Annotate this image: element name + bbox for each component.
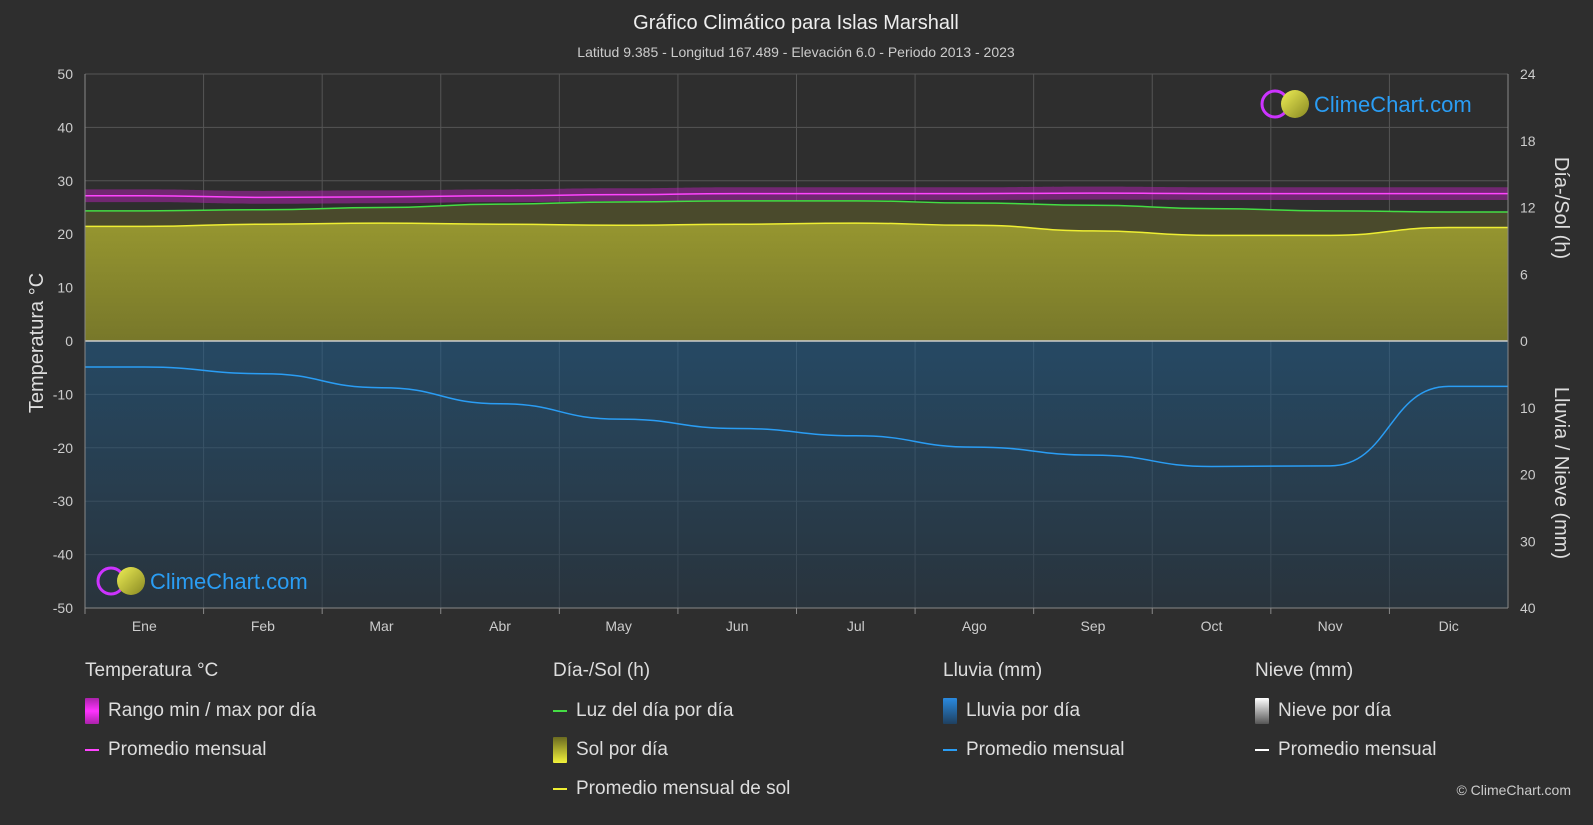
rain-area bbox=[85, 341, 1508, 608]
legend-label: Promedio mensual bbox=[1278, 739, 1437, 760]
y-left-tick-label: 40 bbox=[57, 119, 73, 135]
y-right-top-tick-label: 24 bbox=[1520, 66, 1536, 82]
legend-label: Sol por día bbox=[576, 739, 668, 760]
x-tick-label: Ene bbox=[132, 618, 157, 634]
legend-snow: Nieve (mm) Nieve por día Promedio mensua… bbox=[1255, 660, 1436, 776]
climate-chart: Gráfico Climático para Islas Marshall La… bbox=[26, 12, 1572, 634]
sun-avg-swatch bbox=[553, 788, 567, 790]
legend-item-temp-avg: Promedio mensual bbox=[85, 737, 316, 763]
x-tick-label: Mar bbox=[369, 618, 393, 634]
y-left-tick-label: -40 bbox=[53, 547, 73, 563]
legend-label: Promedio mensual bbox=[966, 739, 1125, 760]
rain-avg-swatch bbox=[943, 749, 957, 751]
daylight-line bbox=[85, 200, 1508, 213]
rain-avg-line bbox=[85, 366, 1508, 468]
legend-label: Promedio mensual bbox=[108, 739, 267, 760]
x-tick-label: Abr bbox=[489, 618, 511, 634]
x-tick-label: Jul bbox=[847, 618, 865, 634]
legend-header-rain: Lluvia (mm) bbox=[943, 660, 1043, 681]
legend-item-temp-range: Rango min / max por día bbox=[85, 698, 316, 724]
y-right-top-tick-label: 0 bbox=[1520, 333, 1528, 349]
copyright: © ClimeChart.com bbox=[1456, 782, 1571, 798]
legend-rain: Lluvia (mm) Lluvia por día Promedio mens… bbox=[943, 660, 1124, 776]
y-left-tick-label: 20 bbox=[57, 226, 73, 242]
rain-fill bbox=[85, 341, 1508, 608]
rain-swatch bbox=[943, 698, 957, 724]
legend-label: Rango min / max por día bbox=[108, 700, 317, 721]
x-tick-label: Ago bbox=[962, 618, 987, 634]
x-tick-label: Oct bbox=[1201, 618, 1223, 634]
series-lines bbox=[85, 192, 1508, 468]
logo-sun-icon bbox=[117, 567, 145, 595]
y-right-top-tick-label: 18 bbox=[1520, 133, 1536, 149]
sunshine-swatch bbox=[553, 737, 567, 763]
logo-text-bottom: ClimeChart.com bbox=[150, 569, 308, 594]
y-left-axis-label: Temperatura °C bbox=[26, 273, 48, 413]
legend-header-temperature: Temperatura °C bbox=[85, 660, 219, 681]
snow-avg-swatch bbox=[1255, 749, 1269, 751]
legend-label: Nieve por día bbox=[1278, 700, 1392, 721]
legend-header-sun: Día-/Sol (h) bbox=[553, 660, 651, 681]
x-tick-label: Nov bbox=[1318, 618, 1343, 634]
y-left-tick-label: -50 bbox=[53, 600, 73, 616]
y-right-bottom-tick-label: 20 bbox=[1520, 467, 1536, 483]
y-right-bottom-tick-label: 40 bbox=[1520, 600, 1536, 616]
x-tick-label: Sep bbox=[1080, 618, 1105, 634]
x-tick-label: Jun bbox=[726, 618, 749, 634]
sunshine-avg-line bbox=[85, 222, 1508, 237]
y-left-tick-label: 30 bbox=[57, 173, 73, 189]
chart-subtitle: Latitud 9.385 - Longitud 167.489 - Eleva… bbox=[577, 44, 1015, 60]
sunshine-fill bbox=[85, 223, 1508, 341]
x-tick-label: May bbox=[605, 618, 631, 634]
temp-range-band bbox=[85, 186, 1508, 204]
logo-sun-icon bbox=[1281, 90, 1309, 118]
legend-temperature: Temperatura °C Rango min / max por día P… bbox=[85, 660, 316, 776]
y-right-top-axis-label: Día-/Sol (h) bbox=[1550, 157, 1572, 259]
legend-label: Luz del día por día bbox=[576, 700, 734, 721]
legend-item-daylight: Luz del día por día bbox=[553, 698, 790, 724]
y-right-bottom-tick-label: 10 bbox=[1520, 400, 1536, 416]
legend-item-rain-day: Lluvia por día bbox=[943, 698, 1124, 724]
logo-bottom: ClimeChart.com bbox=[96, 566, 308, 596]
y-right-bottom-axis-label: Lluvia / Nieve (mm) bbox=[1550, 387, 1572, 559]
x-tick-label: Feb bbox=[251, 618, 275, 634]
chart-title: Gráfico Climático para Islas Marshall bbox=[633, 12, 959, 34]
legend-label: Promedio mensual de sol bbox=[576, 778, 791, 799]
sunshine-area bbox=[85, 186, 1508, 341]
logo-text-top: ClimeChart.com bbox=[1314, 92, 1472, 117]
y-left-tick-label: 50 bbox=[57, 66, 73, 82]
legend-sun: Día-/Sol (h) Luz del día por día Sol por… bbox=[553, 660, 790, 815]
legend-item-rain-avg: Promedio mensual bbox=[943, 737, 1124, 763]
y-right-top-tick-label: 6 bbox=[1520, 266, 1528, 282]
legend-item-snow-avg: Promedio mensual bbox=[1255, 737, 1436, 763]
x-tick-label: Dic bbox=[1439, 618, 1459, 634]
legend-item-sun-avg: Promedio mensual de sol bbox=[553, 776, 790, 802]
logo-top: ClimeChart.com bbox=[1260, 89, 1472, 119]
axes: 50 40 30 20 10 0 -10 -20 -30 -40 -50 24 18 12 6 0 10 20 30… bbox=[53, 66, 1536, 634]
legend-item-sunshine: Sol por día bbox=[553, 737, 790, 763]
temp-avg-swatch bbox=[85, 749, 99, 751]
temperature-avg-line bbox=[85, 192, 1508, 199]
legend-item-snow-day: Nieve por día bbox=[1255, 698, 1436, 724]
daylight-swatch bbox=[553, 710, 567, 712]
legend-label: Lluvia por día bbox=[966, 700, 1081, 721]
snow-swatch bbox=[1255, 698, 1269, 724]
y-left-tick-label: -10 bbox=[53, 386, 73, 402]
temp-range-swatch bbox=[85, 698, 99, 724]
y-right-top-tick-label: 12 bbox=[1520, 200, 1536, 216]
legend-header-snow: Nieve (mm) bbox=[1255, 660, 1354, 681]
legend: Temperatura °C Rango min / max por día P… bbox=[0, 660, 1593, 820]
y-left-tick-label: -30 bbox=[53, 493, 73, 509]
y-left-tick-label: -20 bbox=[53, 440, 73, 456]
y-right-bottom-tick-label: 30 bbox=[1520, 533, 1536, 549]
y-left-tick-label: 10 bbox=[57, 280, 73, 296]
y-left-tick-label: 0 bbox=[65, 333, 73, 349]
